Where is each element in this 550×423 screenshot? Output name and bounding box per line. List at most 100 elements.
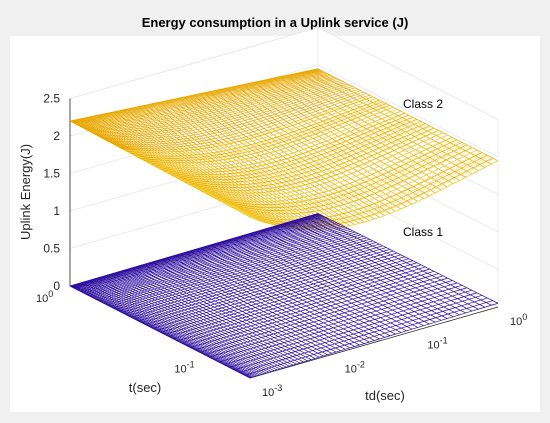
x-tick-label: 10-2 [345, 359, 365, 375]
surface-line [144, 106, 394, 166]
surface-line [138, 103, 387, 161]
surface-line [209, 139, 458, 206]
surface-line [75, 71, 325, 125]
surface-line [79, 218, 329, 292]
surface-line [151, 103, 332, 229]
surface-line [244, 300, 493, 376]
surface-line [131, 243, 380, 318]
surface-line [72, 69, 321, 123]
surface-line [118, 93, 367, 149]
surface-line [140, 104, 389, 163]
surface-line [237, 85, 418, 202]
surface-line [184, 96, 365, 223]
surface-line [155, 102, 337, 229]
surface-line [213, 284, 463, 360]
surface-line [249, 82, 430, 197]
z-axis-label: Uplink Energy(J) [18, 144, 33, 240]
surface-line [121, 94, 370, 151]
x-tick-label: 10-1 [427, 336, 447, 352]
surface-line [207, 138, 457, 205]
surface-line [123, 95, 373, 153]
surface-line [174, 98, 355, 225]
surface-line [97, 226, 346, 301]
surface-line [90, 78, 339, 133]
surface-line [99, 227, 348, 302]
surface-line [177, 266, 426, 342]
surface-line [121, 238, 370, 313]
surface-line [191, 130, 440, 195]
surface-line [249, 302, 499, 379]
surface-line [75, 216, 325, 290]
surface-line [79, 73, 329, 127]
surface-line [102, 84, 351, 139]
surface-line [153, 111, 402, 171]
surface-line [279, 76, 460, 181]
surface-line [317, 213, 499, 304]
surfaces [69, 68, 499, 379]
surface-line [220, 88, 402, 210]
surface-line [92, 224, 341, 298]
surface-line [112, 90, 361, 146]
z-tick-label: 0.5 [43, 242, 60, 256]
surface-line [160, 114, 409, 175]
surface-line [189, 95, 370, 221]
x-tick-label: 100 [510, 312, 527, 328]
surface-line [203, 136, 452, 202]
surface-line [169, 99, 351, 226]
class2-label: Class 2 [403, 97, 443, 111]
surface-line [147, 104, 328, 230]
surface-line [124, 240, 373, 315]
surface-line [199, 134, 448, 200]
surface-line [104, 86, 353, 141]
surface-line [141, 248, 390, 324]
surface-line [118, 237, 367, 312]
x-tick-label: 10-3 [262, 383, 282, 399]
surface-line [83, 75, 332, 129]
surface-line [181, 125, 430, 188]
surface-line [174, 121, 423, 184]
surface-line [215, 90, 396, 212]
surface-line [94, 225, 344, 300]
surface-line [77, 72, 326, 126]
surface-line [152, 254, 401, 329]
surface-line [172, 121, 422, 183]
surface-line [74, 215, 323, 289]
surface-line [127, 242, 377, 317]
surface-line [131, 99, 380, 157]
surface-line [285, 75, 466, 178]
surface-line [70, 68, 319, 122]
surface-line [104, 230, 353, 305]
surface-line [234, 294, 483, 371]
surface-line [86, 76, 335, 131]
surface-line [164, 260, 413, 335]
surface-line [149, 108, 398, 168]
surface-line [78, 217, 327, 291]
surface-line [78, 72, 327, 126]
surface-line [88, 222, 337, 296]
surface-line [124, 96, 373, 153]
surface-line [223, 289, 473, 365]
surface-line [92, 80, 341, 134]
surface-line [160, 258, 409, 333]
surface-line [237, 153, 486, 223]
class1-label: Class 1 [403, 225, 443, 239]
surface-line [74, 70, 323, 124]
surface-line [178, 123, 427, 187]
surface-line [97, 82, 346, 136]
surface-line [73, 70, 322, 124]
surface-line [181, 268, 430, 344]
surface-line [112, 234, 361, 309]
surface-line [77, 216, 326, 290]
surface-line [172, 264, 422, 339]
surface-line [204, 280, 453, 356]
surface-line [228, 292, 478, 368]
surface-line [71, 69, 321, 123]
surface-line [109, 233, 359, 307]
surface-line [156, 256, 405, 331]
surface-line [220, 145, 469, 213]
surface-line [81, 74, 330, 128]
surface-line [194, 275, 444, 351]
surface-line [109, 88, 359, 144]
surface-line [145, 250, 394, 325]
